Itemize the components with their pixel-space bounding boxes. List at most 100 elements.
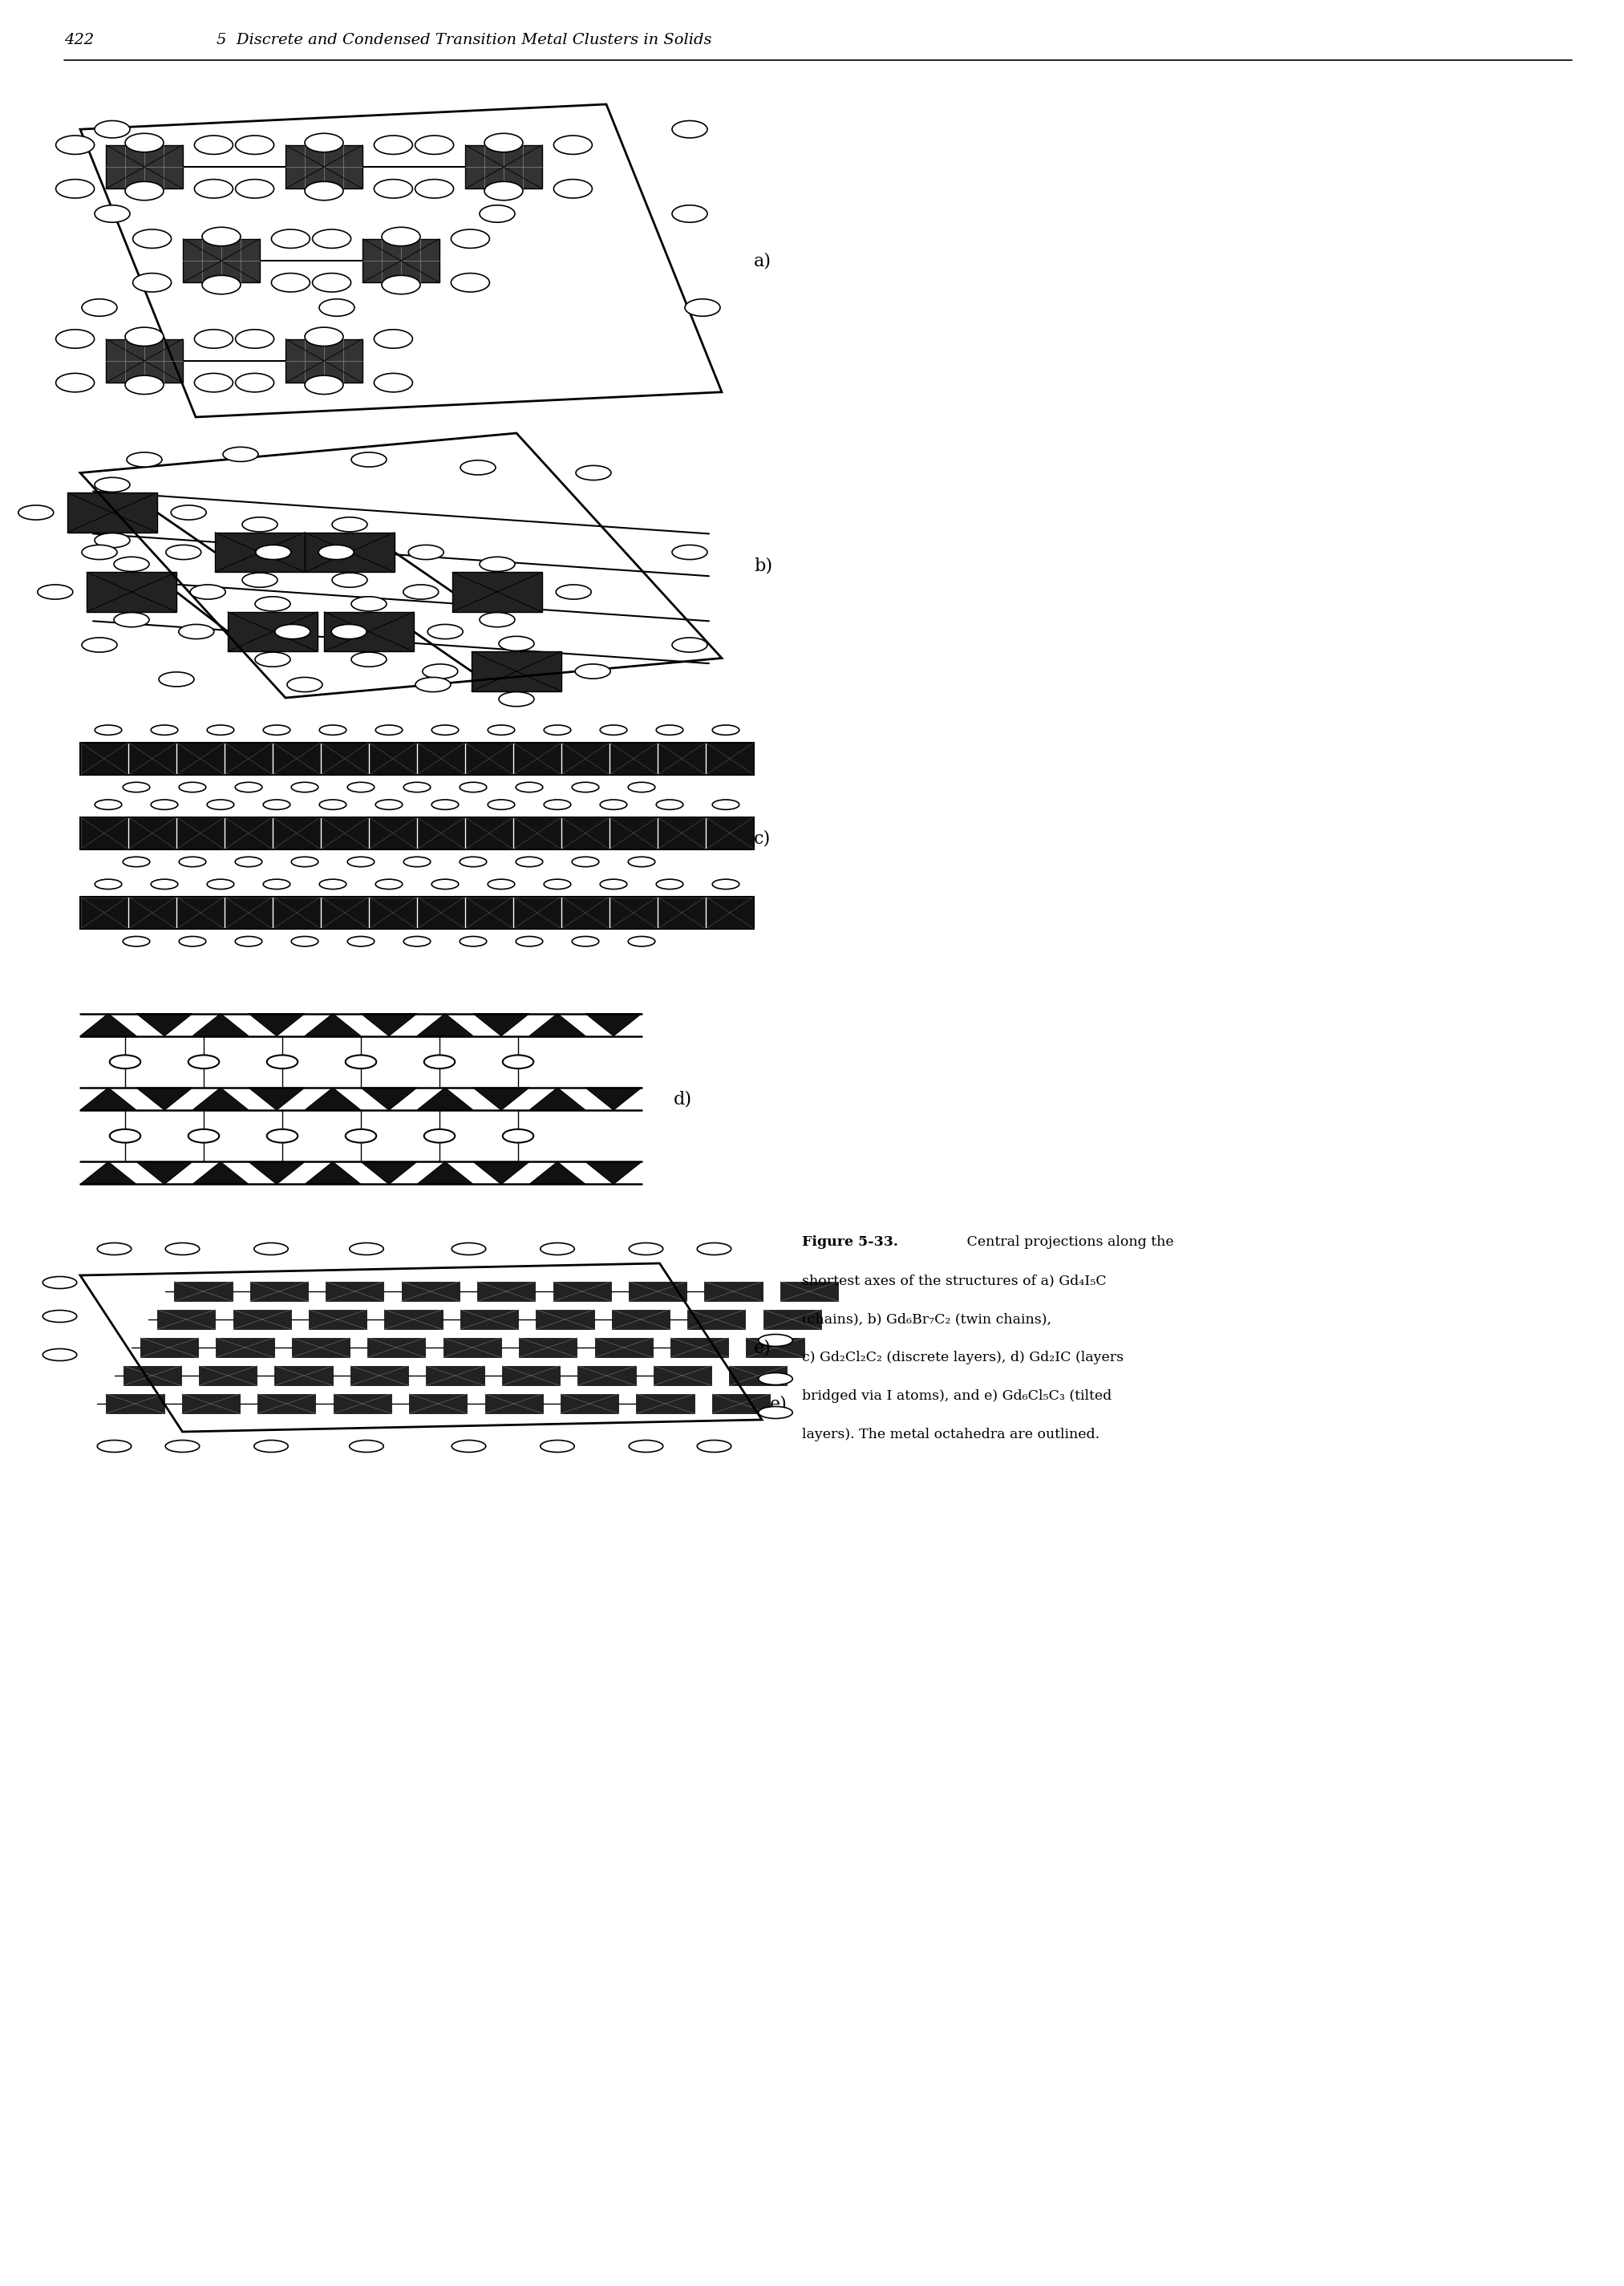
Ellipse shape <box>628 857 654 866</box>
Polygon shape <box>367 1337 425 1358</box>
Polygon shape <box>177 898 224 928</box>
Ellipse shape <box>375 800 403 809</box>
Ellipse shape <box>235 857 261 866</box>
Ellipse shape <box>416 178 453 199</box>
Ellipse shape <box>451 1440 486 1452</box>
Ellipse shape <box>432 725 458 736</box>
Ellipse shape <box>487 725 515 736</box>
Ellipse shape <box>97 1244 132 1255</box>
Ellipse shape <box>253 1440 287 1452</box>
Ellipse shape <box>320 299 354 315</box>
Polygon shape <box>562 898 609 928</box>
Ellipse shape <box>255 652 291 668</box>
Ellipse shape <box>42 1310 76 1321</box>
Ellipse shape <box>656 880 684 889</box>
Ellipse shape <box>555 585 591 599</box>
Polygon shape <box>443 1337 502 1358</box>
Polygon shape <box>453 572 542 613</box>
Polygon shape <box>274 1365 333 1385</box>
Ellipse shape <box>672 206 708 222</box>
Text: 422: 422 <box>65 32 94 48</box>
Polygon shape <box>184 238 260 283</box>
Polygon shape <box>385 1310 442 1328</box>
Ellipse shape <box>375 725 403 736</box>
Ellipse shape <box>255 544 291 560</box>
Ellipse shape <box>479 206 515 222</box>
Ellipse shape <box>349 1440 383 1452</box>
Polygon shape <box>130 898 175 928</box>
Ellipse shape <box>516 782 542 793</box>
Polygon shape <box>177 818 224 848</box>
Ellipse shape <box>159 672 195 686</box>
Ellipse shape <box>263 800 291 809</box>
Polygon shape <box>473 1088 529 1111</box>
Text: Central projections along the: Central projections along the <box>963 1234 1174 1248</box>
Polygon shape <box>248 1161 305 1184</box>
Polygon shape <box>226 743 271 775</box>
Ellipse shape <box>266 1129 297 1143</box>
Ellipse shape <box>291 857 318 866</box>
Ellipse shape <box>114 613 149 626</box>
Ellipse shape <box>628 782 654 793</box>
Ellipse shape <box>424 1056 455 1068</box>
Ellipse shape <box>305 133 343 153</box>
Ellipse shape <box>432 880 458 889</box>
Ellipse shape <box>460 857 487 866</box>
Ellipse shape <box>374 329 412 347</box>
Polygon shape <box>273 743 320 775</box>
Polygon shape <box>80 1161 136 1184</box>
Polygon shape <box>711 1394 770 1413</box>
Polygon shape <box>136 1161 193 1184</box>
Ellipse shape <box>544 880 572 889</box>
Text: e): e) <box>754 1340 771 1356</box>
Polygon shape <box>305 533 395 572</box>
Ellipse shape <box>599 800 627 809</box>
Polygon shape <box>554 1282 611 1301</box>
Ellipse shape <box>55 329 94 347</box>
Polygon shape <box>370 743 416 775</box>
Ellipse shape <box>55 178 94 199</box>
Polygon shape <box>687 1310 745 1328</box>
Polygon shape <box>286 338 362 382</box>
Polygon shape <box>248 1088 305 1111</box>
Polygon shape <box>659 898 705 928</box>
Ellipse shape <box>382 226 421 247</box>
Ellipse shape <box>18 505 54 519</box>
Ellipse shape <box>42 1276 76 1289</box>
Ellipse shape <box>374 373 412 393</box>
Ellipse shape <box>484 181 523 201</box>
Ellipse shape <box>348 937 375 946</box>
Polygon shape <box>81 743 127 775</box>
Ellipse shape <box>271 274 310 293</box>
Ellipse shape <box>403 857 430 866</box>
Ellipse shape <box>503 1056 534 1068</box>
Polygon shape <box>322 898 369 928</box>
Ellipse shape <box>758 1335 793 1346</box>
Ellipse shape <box>572 857 599 866</box>
Ellipse shape <box>374 178 412 199</box>
Ellipse shape <box>125 327 164 345</box>
Ellipse shape <box>516 857 542 866</box>
Polygon shape <box>198 1365 257 1385</box>
Polygon shape <box>585 1161 641 1184</box>
Polygon shape <box>106 338 184 382</box>
Ellipse shape <box>179 782 206 793</box>
Ellipse shape <box>208 725 234 736</box>
Ellipse shape <box>672 121 708 137</box>
Ellipse shape <box>81 638 117 652</box>
Ellipse shape <box>599 880 627 889</box>
Ellipse shape <box>235 329 274 347</box>
Ellipse shape <box>320 800 346 809</box>
Ellipse shape <box>451 229 489 249</box>
Polygon shape <box>136 1013 193 1036</box>
Ellipse shape <box>166 1440 200 1452</box>
Polygon shape <box>611 898 656 928</box>
Polygon shape <box>706 743 754 775</box>
Polygon shape <box>502 1365 560 1385</box>
Ellipse shape <box>572 937 599 946</box>
Polygon shape <box>529 1088 585 1111</box>
Ellipse shape <box>375 880 403 889</box>
Polygon shape <box>611 743 656 775</box>
Ellipse shape <box>305 181 343 201</box>
Polygon shape <box>594 1337 653 1358</box>
